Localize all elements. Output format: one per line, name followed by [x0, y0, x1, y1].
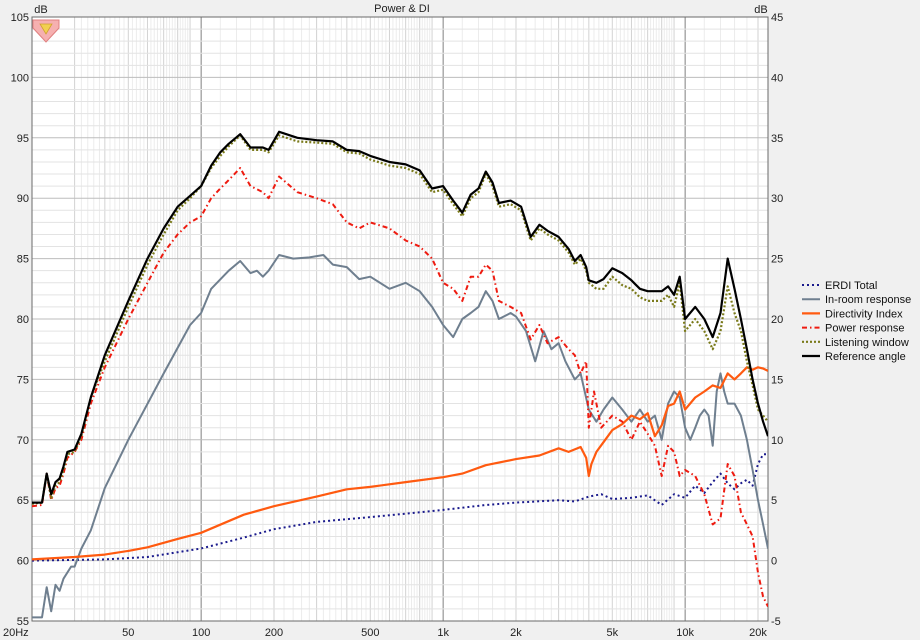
right-axis-unit: dB	[754, 4, 767, 16]
y-tick-label-right: 35	[771, 133, 783, 145]
legend-item-label: Directivity Index	[825, 308, 903, 320]
x-tick-label: 200	[265, 627, 283, 639]
y-tick-label-left: 75	[17, 374, 29, 386]
legend-item-label: Listening window	[825, 337, 909, 349]
series-line-listening-window	[32, 134, 768, 505]
series-line-directivity-index	[32, 366, 768, 561]
y-tick-label-left: 90	[17, 193, 29, 205]
y-tick-label-right: 30	[771, 193, 783, 205]
legend-item-label: In-room response	[825, 294, 911, 306]
y-tick-label-right: 45	[771, 12, 783, 24]
legend-item-label: Reference angle	[825, 351, 906, 363]
legend-item-label: Power response	[825, 323, 905, 335]
y-tick-label-left: 65	[17, 495, 29, 507]
y-tick-label-left: 95	[17, 133, 29, 145]
y-tick-label-right: 25	[771, 254, 783, 266]
y-tick-label-left: 80	[17, 314, 29, 326]
y-tick-label-right: 40	[771, 72, 783, 84]
y-tick-label-right: 0	[771, 556, 777, 568]
y-tick-label-right: -5	[771, 616, 781, 628]
y-tick-label-right: 15	[771, 374, 783, 386]
y-tick-label-left: 70	[17, 435, 29, 447]
x-tick-label: 2k	[510, 627, 522, 639]
series-line-erdi-total	[32, 453, 768, 562]
x-tick-label: 100	[192, 627, 210, 639]
app-logo-icon	[32, 19, 60, 43]
y-tick-label-left: 55	[17, 616, 29, 628]
series-line-reference-angle	[32, 130, 768, 504]
plot-border	[31, 16, 769, 622]
legend-item-label: ERDI Total	[825, 280, 877, 292]
series-line-in-room-response	[32, 254, 768, 619]
x-tick-label: 50	[122, 627, 134, 639]
y-tick-label-left: 105	[11, 12, 29, 24]
chart-title: Power & DI	[374, 3, 430, 15]
series-line-power-response	[32, 167, 768, 607]
x-tick-label: 5k	[606, 627, 618, 639]
x-tick-label: 500	[361, 627, 379, 639]
x-tick-label: 20k	[749, 627, 767, 639]
x-tick-label: 1k	[437, 627, 449, 639]
y-tick-label-left: 100	[11, 72, 29, 84]
y-tick-label-left: 85	[17, 254, 29, 266]
y-tick-label-right: 5	[771, 495, 777, 507]
x-tick-label: 20Hz	[3, 627, 29, 639]
left-axis-unit: dB	[34, 4, 47, 16]
y-tick-label-right: 10	[771, 435, 783, 447]
y-tick-label-left: 60	[17, 556, 29, 568]
y-tick-label-right: 20	[771, 314, 783, 326]
x-tick-label: 10k	[676, 627, 694, 639]
